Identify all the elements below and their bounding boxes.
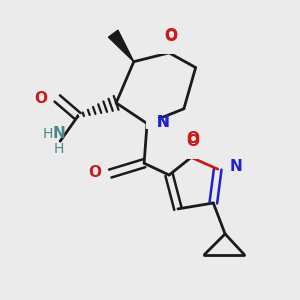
Text: H: H: [43, 127, 53, 141]
Bar: [181, 148, 202, 159]
Bar: [146, 118, 166, 129]
Text: N: N: [230, 159, 242, 174]
Text: O: O: [164, 29, 177, 44]
Polygon shape: [109, 30, 134, 62]
Text: N: N: [52, 126, 65, 141]
Text: O: O: [186, 134, 199, 148]
Text: O: O: [88, 165, 101, 180]
Text: O: O: [34, 91, 47, 106]
Text: N: N: [157, 115, 169, 130]
Text: N: N: [157, 115, 169, 130]
Text: H: H: [53, 142, 64, 155]
Text: O: O: [164, 28, 177, 43]
Text: O: O: [186, 130, 199, 146]
Bar: [158, 43, 181, 54]
